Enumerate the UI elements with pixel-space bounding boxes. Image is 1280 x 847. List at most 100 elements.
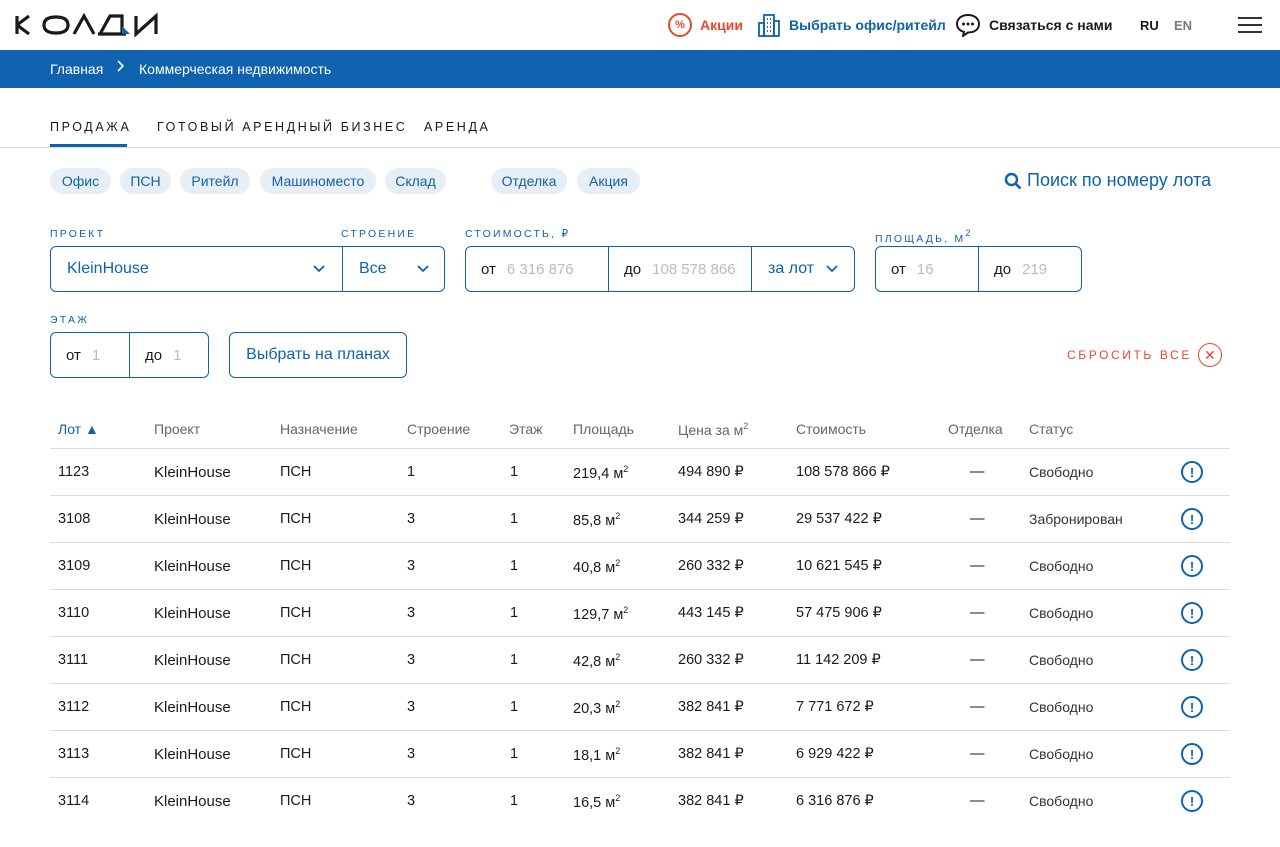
col-lot[interactable]: Лот ▲ (58, 421, 99, 437)
chip-office[interactable]: Офис (50, 168, 111, 194)
promo-link[interactable]: % Акции (668, 0, 743, 50)
chip-retail[interactable]: Ритейл (180, 168, 250, 194)
purpose-cell: ПСН (280, 511, 312, 527)
lang-en[interactable]: EN (1174, 17, 1193, 33)
info-icon[interactable]: ! (1181, 461, 1203, 483)
tab-rental-business[interactable]: ГОТОВЫЙ АРЕНДНЫЙ БИЗНЕС (157, 120, 408, 134)
info-icon[interactable]: ! (1181, 649, 1203, 671)
purpose-cell: ПСН (280, 699, 312, 715)
deal-type-tabs: ПРОДАЖА ГОТОВЫЙ АРЕНДНЫЙ БИЗНЕС АРЕНДА (0, 88, 1280, 148)
info-icon[interactable]: ! (1181, 790, 1203, 812)
reset-all-button[interactable]: СБРОСИТЬ ВСЕ ✕ (1067, 343, 1222, 367)
cost-cell: 10 621 545 ₽ (796, 558, 882, 574)
col-price-per-m2[interactable]: Цена за м2 (678, 421, 749, 438)
info-icon[interactable]: ! (1181, 696, 1203, 718)
info-icon[interactable]: ! (1181, 743, 1203, 765)
choose-office-label: Выбрать офис/ритейл (789, 17, 946, 33)
floor-label: ЭТАЖ (50, 314, 90, 326)
choose-on-plans-button[interactable]: Выбрать на планах (229, 332, 407, 378)
col-cost[interactable]: Стоимость (796, 421, 867, 437)
table-row[interactable]: 3108 KleinHouse ПСН 3 1 85,8 м2 344 259 ₽ 29 53… (50, 495, 1230, 542)
status-cell: Свободно (1029, 464, 1094, 480)
lot-search-link[interactable]: Поиск по номеру лота (1004, 170, 1211, 191)
lot-cell: 3108 (58, 511, 91, 527)
table-row[interactable]: 3109 KleinHouse ПСН 3 1 40,8 м2 260 332 ₽ 10 62… (50, 542, 1230, 589)
info-icon[interactable]: ! (1181, 555, 1203, 577)
floor-cell: 1 (510, 558, 519, 574)
project-building-group: KleinHouse Все (50, 246, 445, 292)
project-select[interactable]: KleinHouse (67, 260, 149, 277)
info-icon[interactable]: ! (1181, 602, 1203, 624)
chevron-down-icon (417, 265, 429, 273)
project-cell: KleinHouse (154, 793, 231, 810)
building-cell: 3 (407, 511, 416, 527)
col-area[interactable]: Площадь (573, 421, 634, 437)
table-row[interactable]: 3112 KleinHouse ПСН 3 1 20,3 м2 382 841 ₽ 7 771… (50, 683, 1230, 730)
table-row[interactable]: 3113 KleinHouse ПСН 3 1 18,1 м2 382 841 ₽ 6 929… (50, 730, 1230, 777)
floor-to-field[interactable]: до 1 (145, 346, 182, 364)
chip-finishing[interactable]: Отделка (491, 168, 567, 194)
building-cell: 3 (407, 558, 416, 574)
price-from-field[interactable]: от 6 316 876 (481, 260, 574, 278)
col-purpose[interactable]: Назначение (280, 421, 358, 437)
table-row[interactable]: 3111 KleinHouse ПСН 3 1 42,8 м2 260 332 ₽ 11 14… (50, 636, 1230, 683)
building-select[interactable]: Все (359, 260, 387, 277)
building-cell: 3 (407, 793, 416, 809)
table-row[interactable]: 1123 KleinHouse ПСН 1 1 219,4 м2 494 890 ₽ 108 … (50, 448, 1230, 495)
finishing-cell: — (970, 605, 985, 621)
floor-cell: 1 (510, 793, 519, 809)
purpose-cell: ПСН (280, 558, 312, 574)
chip-storage[interactable]: Склад (385, 168, 446, 194)
project-cell: KleinHouse (154, 652, 231, 669)
chip-psn[interactable]: ПСН (120, 168, 171, 194)
col-building[interactable]: Строение (407, 421, 471, 437)
choose-office-link[interactable]: Выбрать офис/ритейл (758, 0, 946, 50)
purpose-cell: ПСН (280, 652, 312, 668)
buildings-icon (758, 14, 780, 37)
tab-rent[interactable]: АРЕНДА (424, 120, 491, 134)
breadcrumb-home[interactable]: Главная (50, 61, 104, 77)
floor-cell: 1 (510, 464, 519, 480)
area-label: ПЛОЩАДЬ, М2 (875, 228, 973, 245)
search-icon (1004, 172, 1022, 189)
cost-cell: 6 929 422 ₽ (796, 746, 874, 762)
chip-parking[interactable]: Машиноместо (260, 168, 376, 194)
reset-all-label: СБРОСИТЬ ВСЕ (1067, 348, 1192, 362)
lang-ru[interactable]: RU (1140, 17, 1159, 33)
area-cell: 129,7 м2 (573, 605, 629, 623)
info-icon[interactable]: ! (1181, 508, 1203, 530)
col-floor[interactable]: Этаж (509, 421, 543, 437)
floor-from-field[interactable]: от 1 (66, 346, 101, 364)
table-row[interactable]: 3110 KleinHouse ПСН 3 1 129,7 м2 443 145 ₽ 57 4… (50, 589, 1230, 636)
finishing-cell: — (970, 511, 985, 527)
breadcrumb: Главная Коммерческая недвижимость (0, 50, 1280, 88)
contact-link[interactable]: Связаться с нами (955, 0, 1112, 50)
floor-cell: 1 (510, 511, 519, 527)
col-finishing[interactable]: Отделка (948, 421, 1003, 437)
table-row[interactable]: 3114 KleinHouse ПСН 3 1 16,5 м2 382 841 ₽ 6 316… (50, 777, 1230, 824)
price-mode-select[interactable]: за лот (768, 260, 815, 277)
col-status[interactable]: Статус (1029, 421, 1074, 437)
hamburger-icon[interactable] (1238, 17, 1262, 35)
sort-asc-icon: ▲ (84, 421, 99, 437)
price-per-m2-cell: 382 841 ₽ (678, 793, 744, 809)
price-per-m2-cell: 260 332 ₽ (678, 558, 744, 574)
price-to-field[interactable]: до 108 578 866 (624, 260, 736, 278)
status-cell: Свободно (1029, 699, 1094, 715)
area-group: от 16 до 219 (875, 246, 1082, 292)
col-project[interactable]: Проект (154, 421, 201, 437)
tab-sale[interactable]: ПРОДАЖА (50, 120, 132, 147)
chip-promo[interactable]: Акция (577, 168, 640, 194)
status-cell: Свободно (1029, 558, 1094, 574)
koldi-logo[interactable] (14, 12, 164, 38)
area-from-field[interactable]: от 16 (891, 260, 934, 278)
finishing-cell: — (970, 558, 985, 574)
cost-cell: 57 475 906 ₽ (796, 605, 882, 621)
project-cell: KleinHouse (154, 511, 231, 528)
area-to-field[interactable]: до 219 (994, 260, 1048, 278)
lot-cell: 3111 (58, 652, 89, 668)
project-cell: KleinHouse (154, 605, 231, 622)
price-group: от 6 316 876 до 108 578 866 за лот (465, 246, 855, 292)
area-cell: 85,8 м2 (573, 511, 621, 529)
close-icon: ✕ (1197, 343, 1222, 367)
